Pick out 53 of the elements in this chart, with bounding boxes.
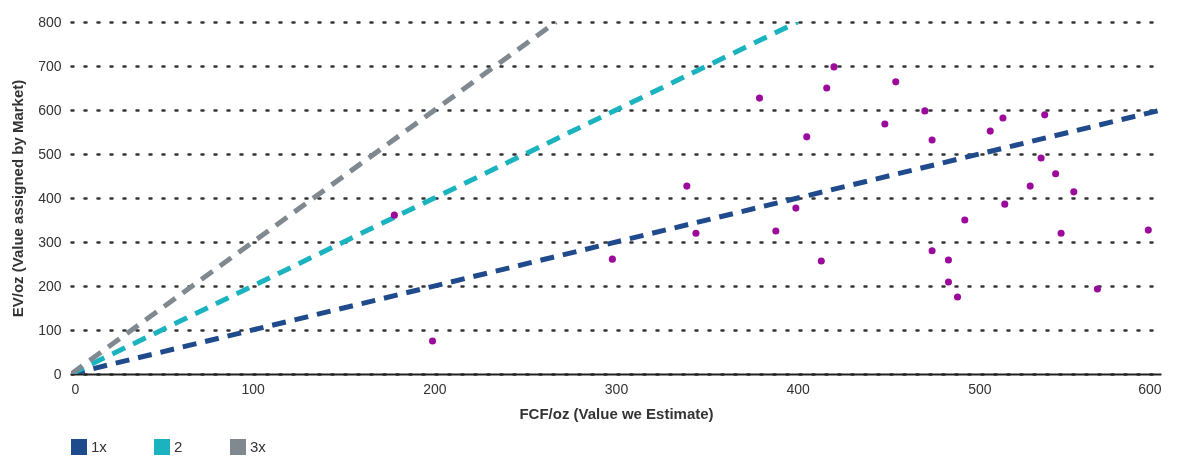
point	[954, 293, 962, 301]
x-tick-label: 300	[604, 380, 629, 397]
x-tick-label: 200	[423, 380, 447, 397]
legend-label: 1x	[91, 438, 108, 455]
legend-label: 3x	[250, 438, 267, 455]
point	[1041, 111, 1049, 119]
y-tick-label: 300	[38, 233, 62, 250]
point	[428, 337, 437, 345]
point	[961, 216, 969, 224]
point	[817, 257, 825, 265]
x-tick-label: 500	[968, 380, 992, 397]
x-axis-title: FCF/oz (Value we Estimate)	[519, 404, 714, 422]
point	[892, 78, 900, 86]
point	[683, 182, 691, 190]
x-tick-label: 400	[786, 380, 811, 397]
y-tick-label: 100	[38, 321, 62, 338]
y-axis-title: EV/oz (Value assigned by Market)	[9, 79, 27, 318]
y-tick-label: 800	[38, 13, 62, 30]
point	[921, 107, 929, 115]
y-tick-label: 600	[38, 101, 62, 118]
point	[390, 211, 398, 219]
point	[928, 247, 936, 255]
x-tick-label: 100	[241, 380, 266, 397]
legend-label: 2	[174, 438, 183, 455]
point	[1026, 182, 1034, 190]
point	[1052, 170, 1060, 178]
point	[986, 127, 994, 135]
point	[1144, 226, 1152, 234]
y-tick-label: 500	[38, 145, 62, 162]
point	[823, 84, 831, 92]
point	[999, 114, 1007, 122]
x-tick-label: 600	[1138, 380, 1162, 397]
point	[881, 120, 889, 128]
point	[1001, 200, 1009, 208]
point	[803, 133, 811, 141]
point	[692, 229, 700, 237]
y-tick-label: 700	[38, 57, 62, 74]
point	[1057, 229, 1065, 237]
point	[830, 63, 838, 71]
point	[1037, 154, 1045, 162]
point	[755, 94, 764, 102]
point	[1070, 188, 1078, 196]
y-tick-label: 0	[53, 365, 62, 382]
point	[944, 278, 952, 286]
point	[608, 255, 616, 263]
y-tick-label: 400	[38, 189, 62, 206]
point	[928, 136, 936, 144]
point	[944, 256, 952, 264]
x-tick-label: 0	[71, 380, 80, 397]
point	[1093, 285, 1101, 293]
point	[772, 227, 780, 235]
point	[792, 204, 800, 212]
y-tick-label: 200	[38, 277, 62, 294]
